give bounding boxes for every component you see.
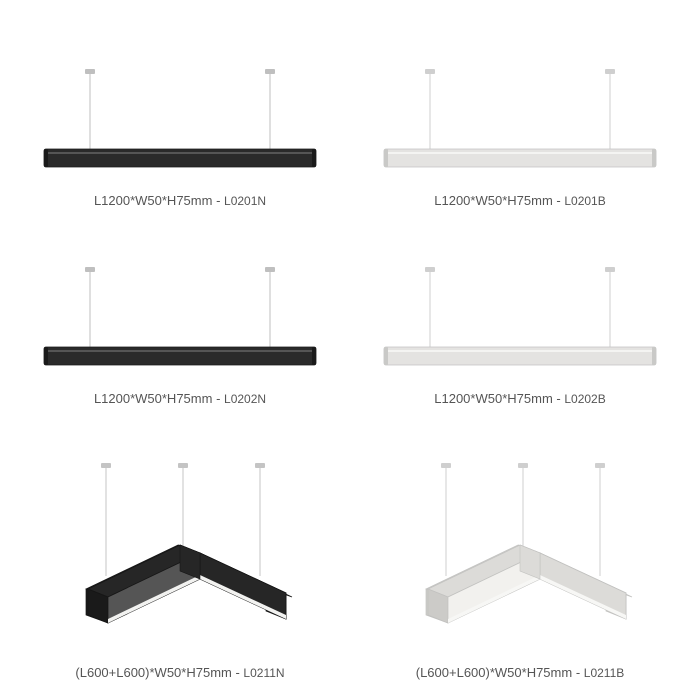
linear-light-icon bbox=[370, 259, 670, 379]
product-dimensions: L1200*W50*H75mm bbox=[434, 193, 553, 208]
product-cell: (L600+L600)*W50*H75mm - L0211B bbox=[370, 416, 670, 680]
product-caption: L1200*W50*H75mm - L0201B bbox=[434, 193, 605, 208]
angle-light-figure bbox=[30, 453, 330, 653]
product-caption: L1200*W50*H75mm - L0202B bbox=[434, 391, 605, 406]
product-cell: (L600+L600)*W50*H75mm - L0211N bbox=[30, 416, 330, 680]
linear-light-icon bbox=[30, 259, 330, 379]
caption-separator: - bbox=[212, 391, 224, 406]
product-dimensions: (L600+L600)*W50*H75mm bbox=[416, 665, 572, 680]
product-dimensions: L1200*W50*H75mm bbox=[434, 391, 553, 406]
product-caption: L1200*W50*H75mm - L0202N bbox=[94, 391, 266, 406]
product-model: L0202B bbox=[564, 392, 605, 406]
product-model: L0211N bbox=[243, 666, 284, 680]
product-cell: L1200*W50*H75mm - L0201B bbox=[370, 20, 670, 208]
product-cell: L1200*W50*H75mm - L0202N bbox=[30, 218, 330, 406]
product-caption: L1200*W50*H75mm - L0201N bbox=[94, 193, 266, 208]
caption-separator: - bbox=[553, 391, 565, 406]
product-model: L0202N bbox=[224, 392, 266, 406]
product-dimensions: L1200*W50*H75mm bbox=[94, 193, 213, 208]
angle-light-icon bbox=[30, 453, 330, 653]
product-model: L0201B bbox=[564, 194, 605, 208]
product-caption: (L600+L600)*W50*H75mm - L0211B bbox=[416, 665, 625, 680]
angle-light-icon bbox=[370, 453, 670, 653]
caption-separator: - bbox=[572, 665, 584, 680]
caption-separator: - bbox=[553, 193, 565, 208]
product-dimensions: (L600+L600)*W50*H75mm bbox=[75, 665, 231, 680]
product-model: L0211B bbox=[584, 666, 624, 680]
linear-light-figure bbox=[370, 61, 670, 181]
linear-light-icon bbox=[30, 61, 330, 181]
product-cell: L1200*W50*H75mm - L0201N bbox=[30, 20, 330, 208]
angle-light-figure bbox=[370, 453, 670, 653]
linear-light-figure bbox=[30, 61, 330, 181]
linear-light-figure bbox=[370, 259, 670, 379]
linear-light-icon bbox=[370, 61, 670, 181]
caption-separator: - bbox=[212, 193, 224, 208]
linear-light-figure bbox=[30, 259, 330, 379]
product-cell: L1200*W50*H75mm - L0202B bbox=[370, 218, 670, 406]
caption-separator: - bbox=[232, 665, 244, 680]
product-model: L0201N bbox=[224, 194, 266, 208]
product-dimensions: L1200*W50*H75mm bbox=[94, 391, 213, 406]
product-caption: (L600+L600)*W50*H75mm - L0211N bbox=[75, 665, 284, 680]
